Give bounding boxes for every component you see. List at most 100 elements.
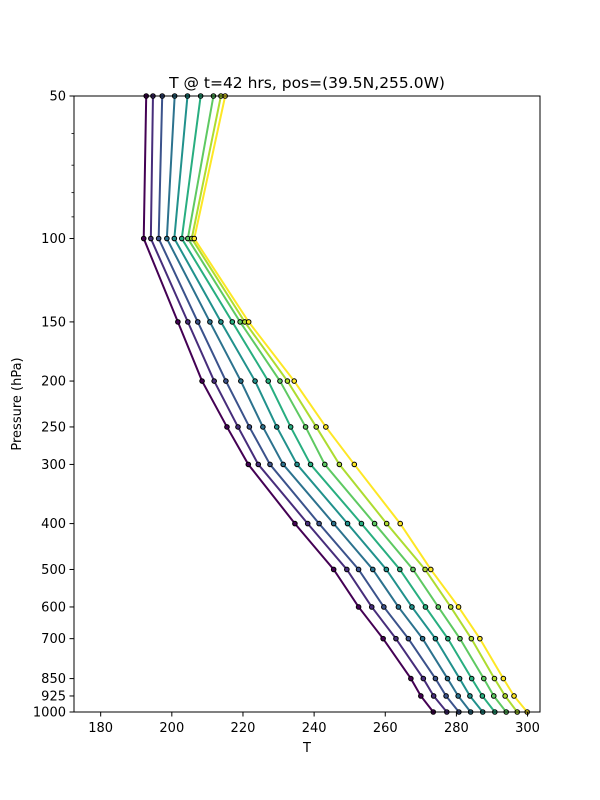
data-point	[380, 635, 386, 642]
data-point	[255, 461, 262, 468]
data-point	[284, 378, 291, 384]
data-point	[445, 635, 451, 642]
y-tick-label: 500	[41, 563, 66, 578]
data-point	[199, 378, 205, 384]
data-point	[252, 378, 258, 384]
data-point	[211, 378, 217, 384]
x-tick-label: 260	[373, 721, 398, 736]
data-point	[511, 693, 517, 699]
y-tick-label: 600	[41, 600, 66, 615]
data-point	[185, 319, 191, 325]
data-point	[237, 319, 243, 325]
data-point	[393, 635, 399, 642]
data-point	[245, 461, 252, 468]
data-point	[422, 604, 429, 610]
data-point	[409, 604, 415, 610]
data-point	[344, 520, 351, 527]
data-point	[330, 566, 337, 573]
data-point	[435, 604, 442, 610]
data-point	[408, 675, 414, 682]
data-point	[427, 566, 434, 573]
data-point	[267, 461, 273, 468]
data-point	[344, 566, 350, 573]
data-point	[260, 424, 266, 430]
data-point	[500, 675, 507, 682]
y-tick-label: 400	[41, 517, 66, 532]
data-point	[246, 424, 253, 430]
data-point	[456, 675, 463, 682]
x-tick-label: 300	[515, 721, 540, 736]
data-point	[155, 235, 162, 242]
data-point	[432, 635, 439, 642]
data-point	[148, 235, 154, 242]
data-point	[383, 566, 390, 573]
data-point	[307, 461, 314, 468]
marker-layer	[140, 93, 530, 715]
data-point	[336, 461, 343, 468]
y-tick-label: 1000	[33, 706, 66, 721]
data-point	[178, 235, 185, 242]
data-point	[223, 378, 229, 384]
y-tick-label: 100	[41, 232, 66, 247]
y-tick-label: 250	[41, 420, 66, 435]
data-point	[358, 520, 365, 527]
data-point	[502, 693, 508, 699]
x-tick-label: 220	[231, 721, 256, 736]
y-tick-label: 925	[41, 689, 66, 704]
data-point	[481, 675, 487, 682]
data-point	[477, 635, 483, 642]
data-point	[207, 319, 213, 325]
data-point	[457, 635, 463, 642]
data-point	[397, 520, 404, 527]
data-point	[313, 424, 320, 430]
y-tick-label: 300	[41, 458, 66, 473]
data-point	[410, 566, 416, 573]
data-point	[265, 378, 272, 384]
data-point	[444, 675, 451, 682]
data-point	[302, 424, 309, 430]
data-point	[397, 566, 403, 573]
data-point	[351, 461, 358, 468]
data-point	[277, 378, 283, 384]
data-point	[455, 604, 462, 610]
x-tick-label: 180	[88, 721, 113, 736]
x-axis-label: T	[302, 741, 311, 756]
data-point	[218, 319, 224, 325]
data-point	[323, 424, 329, 430]
data-point	[304, 520, 311, 527]
data-point	[447, 604, 454, 610]
data-point	[238, 378, 244, 384]
data-point	[381, 604, 387, 610]
x-tick-label: 200	[159, 721, 184, 736]
data-point	[229, 319, 236, 325]
data-point	[291, 378, 297, 384]
data-point	[164, 235, 170, 242]
data-point	[294, 461, 300, 468]
data-point	[443, 693, 449, 699]
data-point	[355, 604, 362, 610]
data-point	[383, 520, 390, 527]
data-point	[280, 461, 286, 468]
data-point	[175, 319, 181, 325]
data-point	[235, 424, 241, 430]
data-point	[405, 635, 412, 642]
data-point	[420, 675, 427, 682]
data-point	[395, 604, 402, 610]
data-point	[430, 693, 437, 699]
x-axis: 180 200 220 240 260 280 300	[88, 712, 540, 736]
y-tick-label: 700	[41, 632, 66, 647]
data-point	[245, 319, 252, 325]
chart-title: T @ t=42 hrs, pos=(39.5N,255.0W)	[168, 74, 445, 92]
data-point	[455, 693, 461, 699]
data-point	[355, 566, 362, 573]
data-point	[418, 693, 424, 699]
data-point	[321, 461, 328, 468]
data-point	[316, 520, 322, 527]
data-point	[468, 635, 475, 642]
data-point	[368, 604, 375, 610]
data-point	[371, 520, 378, 527]
data-point	[468, 675, 475, 682]
data-point	[370, 566, 376, 573]
y-tick-label: 850	[41, 672, 66, 687]
